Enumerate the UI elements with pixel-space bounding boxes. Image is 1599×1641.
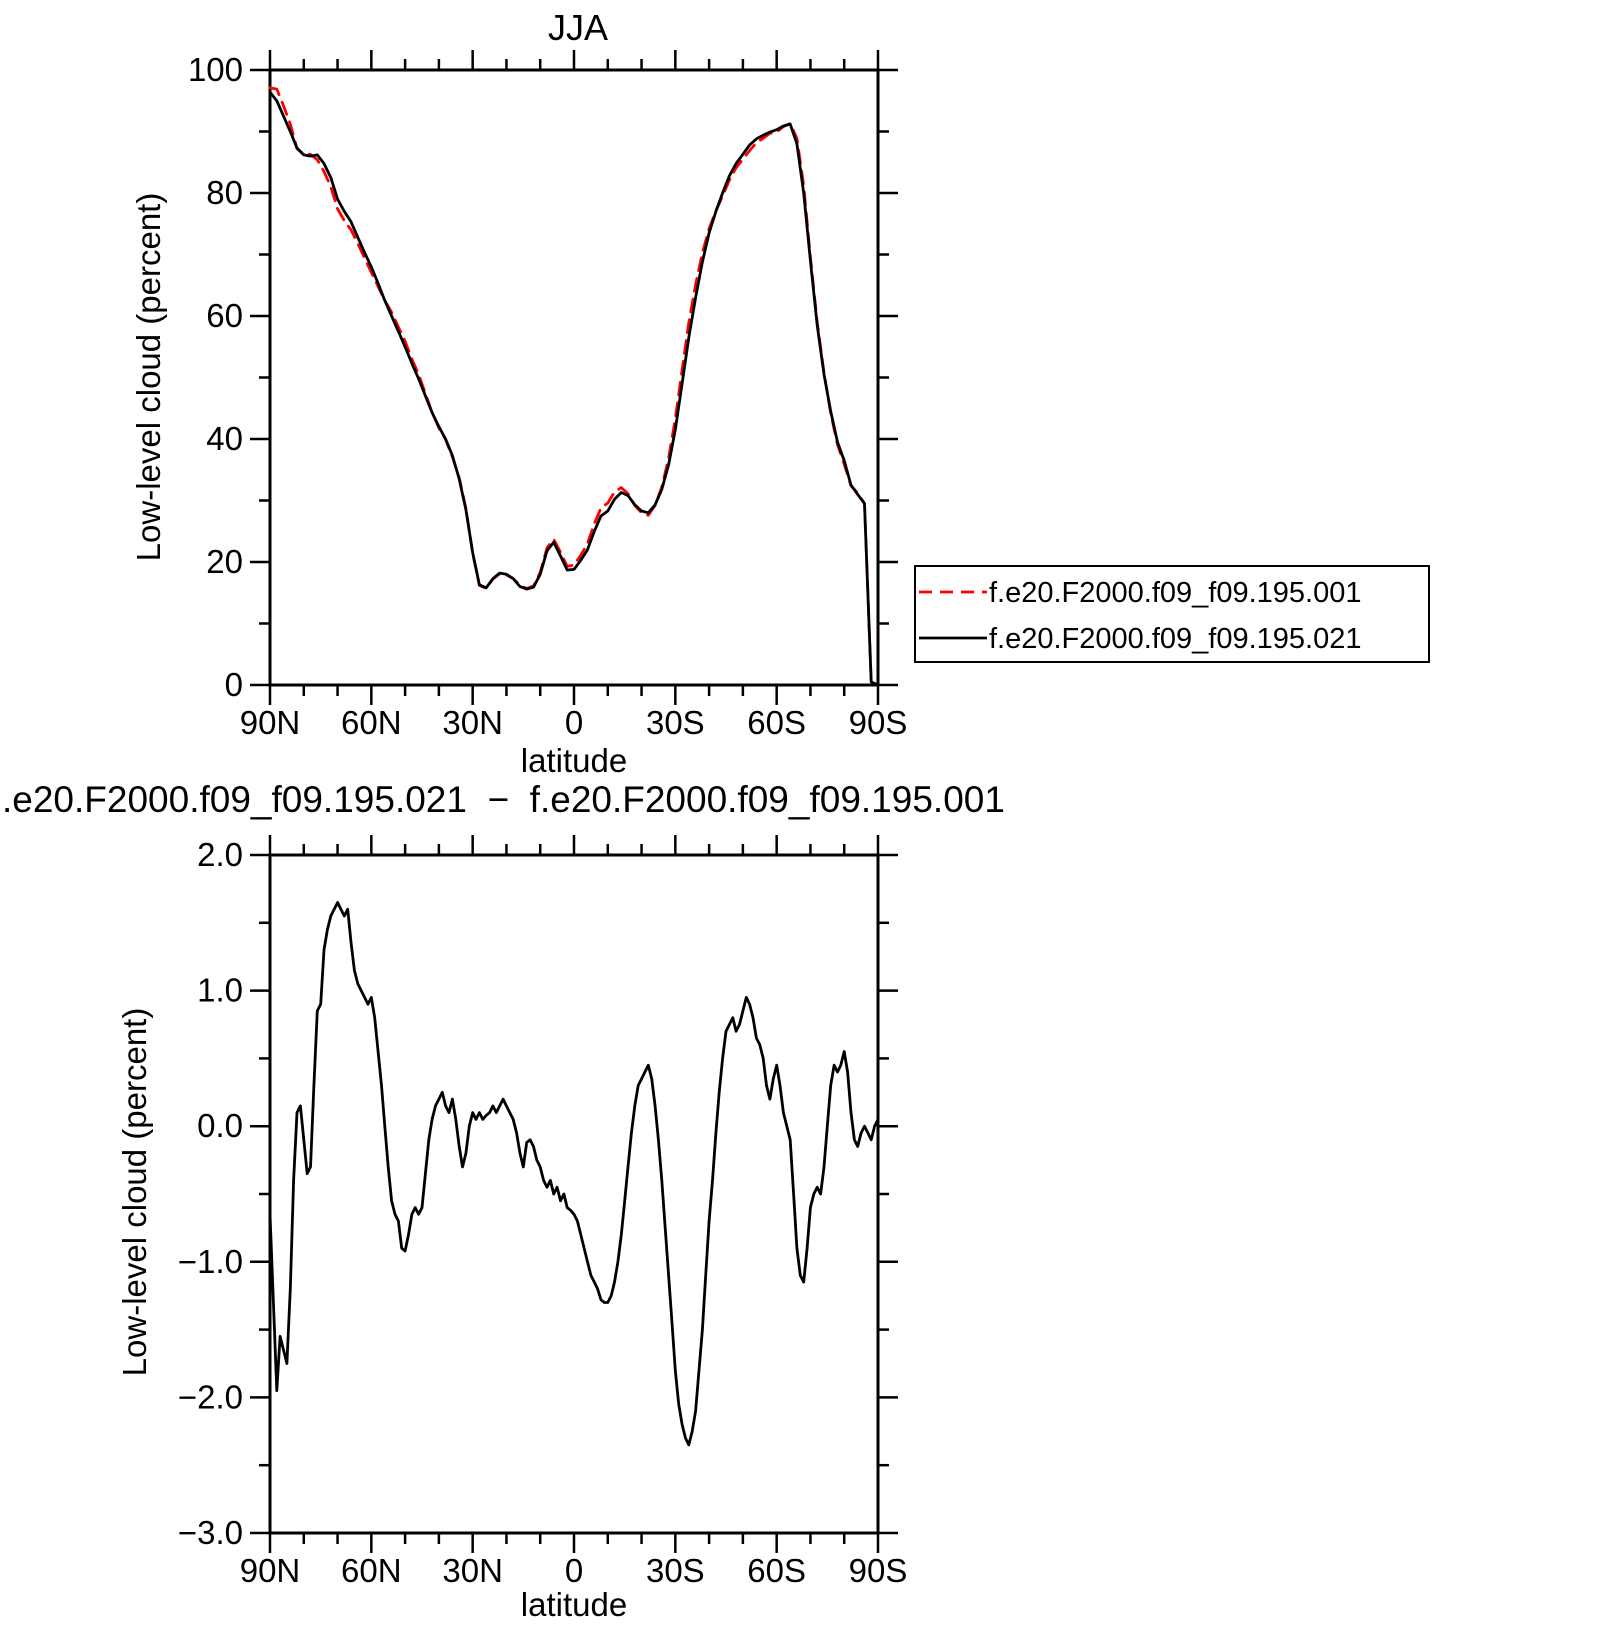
plot-frame xyxy=(268,853,880,1535)
bottom-chart-xlabel: latitude xyxy=(521,1586,627,1623)
top-chart-series xyxy=(268,86,880,687)
y-tick-label: −1.0 xyxy=(178,1243,243,1280)
x-tick-label: 60N xyxy=(341,704,402,741)
y-tick-label: 0.0 xyxy=(197,1107,243,1144)
bottom-chart-axes: 90N 60N 30N 0 30S 60S 90S −3.0 −2.0 −1.0 0.0 1.0 2.0 xyxy=(178,835,908,1589)
x-tick-label: 60S xyxy=(747,1552,806,1589)
bottom-chart-title: .e20.F2000.f09_f09.195.021 − f.e20.F2000… xyxy=(2,779,1005,820)
x-tick-label: 30N xyxy=(442,1552,503,1589)
x-tick-label: 90S xyxy=(849,704,908,741)
y-tick-label: 40 xyxy=(206,420,243,457)
x-tick-label: 60N xyxy=(341,1552,402,1589)
legend: f.e20.F2000.f09_f09.195.001 f.e20.F2000.f… xyxy=(914,565,1430,663)
x-tick-label: 90N xyxy=(240,1552,301,1589)
y-tick-label: 0 xyxy=(225,666,243,703)
top-chart-ylabel: Low-level cloud (percent) xyxy=(130,193,167,562)
x-tick-label: 30S xyxy=(646,704,705,741)
x-tick-label: 30N xyxy=(442,704,503,741)
y-tick-label: 20 xyxy=(206,543,243,580)
bottom-chart-ylabel: Low-level cloud (percent) xyxy=(116,1008,153,1377)
legend-entry-label: f.e20.F2000.f09_f09.195.021 xyxy=(989,623,1361,655)
series-line xyxy=(268,901,880,1447)
legend-box xyxy=(914,565,1430,663)
top-chart-title: JJA xyxy=(548,7,608,48)
x-tick-label: 0 xyxy=(565,1552,583,1589)
y-tick-label: 1.0 xyxy=(197,972,243,1009)
x-tick-label: 60S xyxy=(747,704,806,741)
plot-frame xyxy=(268,68,880,687)
bottom-chart-series xyxy=(268,901,880,1447)
y-tick-label: 2.0 xyxy=(197,836,243,873)
series-line xyxy=(268,86,880,687)
y-tick-label: 100 xyxy=(188,51,243,88)
top-chart-axes: 90N 60N 30N 0 30S 60S 90S 0 20 40 60 80 100 xyxy=(188,50,907,741)
x-tick-label: 30S xyxy=(646,1552,705,1589)
x-tick-label: 0 xyxy=(565,704,583,741)
y-tick-label: −2.0 xyxy=(178,1378,243,1415)
y-tick-label: 60 xyxy=(206,297,243,334)
y-tick-label: −3.0 xyxy=(178,1514,243,1551)
series-line xyxy=(268,90,880,687)
x-tick-label: 90S xyxy=(849,1552,908,1589)
y-tick-label: 80 xyxy=(206,174,243,211)
legend-entry-label: f.e20.F2000.f09_f09.195.001 xyxy=(989,577,1361,609)
x-tick-label: 90N xyxy=(240,704,301,741)
top-chart-xlabel: latitude xyxy=(521,742,627,779)
